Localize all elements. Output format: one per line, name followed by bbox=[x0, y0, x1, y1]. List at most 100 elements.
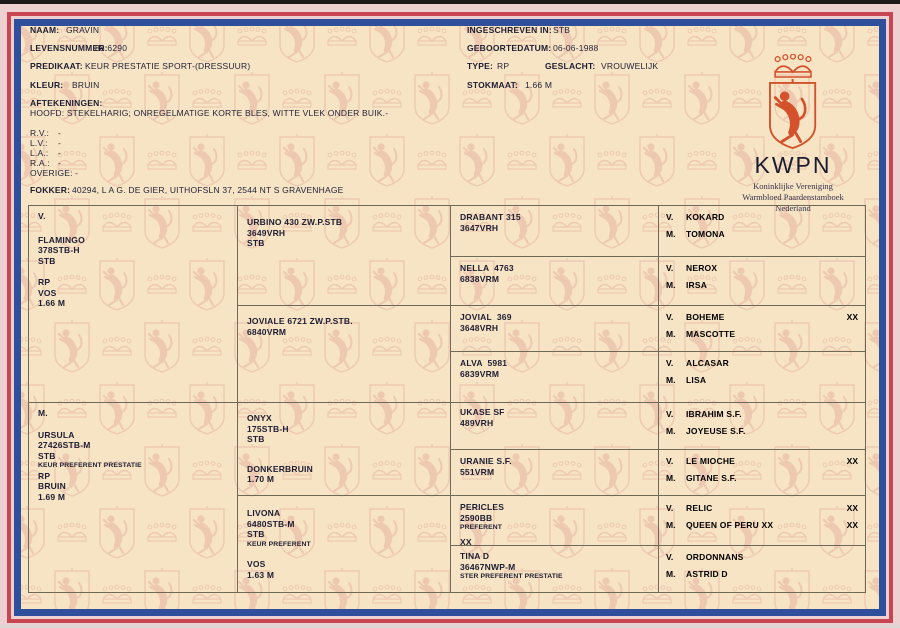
grandparent-cell: URBINO 430 ZW.P.STB 3649VRH STB bbox=[247, 217, 442, 249]
ggg-m-prefix: M. bbox=[666, 229, 676, 239]
sire-type: RP bbox=[38, 277, 51, 287]
ggg-v-prefix: V. bbox=[666, 358, 674, 368]
dam-predicate: KEUR PREFERENT PRESTATIE bbox=[38, 462, 142, 469]
gg-name: DRABANT 315 bbox=[460, 212, 521, 222]
ingeschreven-value: STB bbox=[553, 25, 571, 35]
geslacht-value: VROUWELIJK bbox=[601, 61, 659, 71]
great-grandparent-cell: TINA D 36467NWP-M STER PREFERENT PRESTAT… bbox=[460, 551, 645, 582]
grandparent-cell: ONYX 175STB-H STB DONKERBRUIN 1.70 M bbox=[247, 413, 442, 485]
gg-reg: 489VRH bbox=[460, 417, 494, 428]
table-line bbox=[450, 256, 866, 257]
ggg-dam-row: M. ASTRID D bbox=[666, 569, 858, 579]
geslacht-label: GESLACHT: bbox=[545, 61, 596, 71]
type-label: TYPE: bbox=[467, 61, 494, 71]
ggg-m-xx: XX bbox=[846, 520, 858, 530]
predikaat-value: KEUR PRESTATIE SPORT-(DRESSUUR) bbox=[85, 61, 251, 71]
gg-name: TINA D bbox=[460, 551, 490, 561]
ggg-sire-row: V. RELIC XX bbox=[666, 503, 858, 513]
geboortedatum-value: 06-06-1988 bbox=[553, 43, 599, 53]
table-line bbox=[237, 205, 238, 593]
frame-blue bbox=[14, 19, 886, 616]
ggg-m-name: JOYEUSE S.F. bbox=[686, 426, 746, 436]
table-line bbox=[658, 205, 659, 593]
ggg-dam-row: M. LISA bbox=[666, 375, 858, 385]
grandparent-name: URBINO 430 ZW.P.STB bbox=[247, 217, 343, 227]
ggg-v-name: LE MIOCHE bbox=[686, 456, 736, 466]
ggg-v-prefix: V. bbox=[666, 312, 674, 322]
ggg-m-prefix: M. bbox=[666, 426, 676, 436]
aftekeningen-value: HOOFD: STEKELHARIG; ONREGELMATIGE KORTE … bbox=[30, 108, 389, 118]
gg-name: NELLA 4763 bbox=[460, 263, 514, 273]
ggg-m-prefix: M. bbox=[666, 375, 676, 385]
ggg-v-prefix: V. bbox=[666, 503, 674, 513]
kleur-value: BRUIN bbox=[72, 80, 100, 90]
gg-name: ALVA 5981 bbox=[460, 358, 508, 368]
kwpn-org-line3: Nederland bbox=[775, 203, 811, 213]
grandparent-name: LIVONA bbox=[247, 508, 281, 518]
dam-cell: M. URSULA 27426STB-M STB KEUR PREFERENT … bbox=[38, 408, 228, 502]
table-line bbox=[237, 305, 866, 306]
ggg-m-prefix: M. bbox=[666, 329, 676, 339]
ggg-v-prefix: V. bbox=[666, 456, 674, 466]
ggg-sire-row: V. ORDONNANS bbox=[666, 552, 858, 562]
ggg-m-prefix: M. bbox=[666, 280, 676, 290]
grandparent-reg: 3649VRH bbox=[247, 227, 286, 238]
grandparent-book: STB bbox=[247, 529, 265, 539]
grandparent-color: VOS bbox=[247, 559, 266, 569]
grandparent-name: ONYX bbox=[247, 413, 272, 423]
mark-rv-value: - bbox=[58, 128, 62, 138]
great-grandparent-cell: NELLA 4763 6838VRM bbox=[460, 263, 645, 284]
grandparent-book: STB bbox=[247, 238, 265, 248]
mark-la-label: L.A.: bbox=[30, 148, 49, 158]
great-grandparent-cell: URANIE S.F. 551VRM bbox=[460, 456, 645, 477]
ggg-v-xx: XX bbox=[846, 312, 858, 322]
naam-value: GRAVIN bbox=[66, 25, 100, 35]
table-line bbox=[28, 402, 866, 403]
ggg-v-xx: XX bbox=[846, 503, 858, 513]
ggg-m-name: TOMONA bbox=[686, 229, 725, 239]
ggg-dam-row: M. QUEEN OF PERU XX XX bbox=[666, 520, 858, 530]
kwpn-org-line2: Warmbloed Paardenstamboek bbox=[742, 192, 844, 202]
kwpn-acronym: KWPN bbox=[754, 152, 832, 178]
dam-type: RP bbox=[38, 470, 51, 481]
mark-lv-value: - bbox=[58, 138, 62, 148]
ggg-dam-row: M. IRSA bbox=[666, 280, 858, 290]
ggg-m-name: QUEEN OF PERU XX bbox=[686, 520, 774, 530]
dam-book: STB bbox=[38, 450, 56, 461]
gg-predicate: PREFERENT bbox=[460, 524, 503, 531]
table-line bbox=[450, 205, 451, 593]
great-grandparent-cell: DRABANT 315 3647VRH bbox=[460, 212, 645, 233]
ggg-m-prefix: M. bbox=[666, 473, 676, 483]
grandparent-predicate: KEUR PREFERENT bbox=[247, 540, 311, 548]
gg-reg: 6839VRM bbox=[460, 368, 500, 379]
dam-color: BRUIN bbox=[38, 481, 66, 491]
fokker-value: 40294, L A G. DE GIER, UITHOFSLN 37, 254… bbox=[72, 185, 344, 195]
sire-height: 1.66 M bbox=[38, 298, 66, 308]
ggg-v-prefix: V. bbox=[666, 212, 674, 222]
mark-overige-value: - bbox=[75, 168, 79, 178]
ggg-v-name: RELIC bbox=[686, 503, 713, 513]
table-line bbox=[450, 545, 866, 546]
ggg-sire-row: V. KOKARD bbox=[666, 212, 858, 222]
grandparent-height: 1.63 M bbox=[247, 569, 275, 580]
ggg-dam-row: M. GITANE S.F. bbox=[666, 473, 858, 483]
ggg-m-prefix: M. bbox=[666, 520, 676, 530]
mark-overige-label: OVERIGE: bbox=[30, 168, 73, 178]
mark-ra-value: - bbox=[58, 158, 62, 168]
sire-cell: V. FLAMINGO 378STB-H STB RP VOS 1.66 M bbox=[38, 211, 228, 309]
gg-reg: 551VRM bbox=[460, 466, 495, 477]
fokker-label: FOKKER: bbox=[30, 185, 71, 195]
table-line bbox=[450, 449, 866, 450]
grandparent-height: 1.70 M bbox=[247, 474, 275, 484]
great-grandparent-cell: JOVIAL 369 3648VRH bbox=[460, 312, 645, 333]
kwpn-logo: KWPN Koninklijke Vereniging Warmbloed Pa… bbox=[718, 54, 868, 214]
mark-rv-label: R.V.: bbox=[30, 128, 50, 138]
ggg-m-name: IRSA bbox=[686, 280, 708, 290]
ggg-v-name: KOKARD bbox=[686, 212, 725, 222]
ggg-v-prefix: V. bbox=[666, 552, 674, 562]
ggg-m-name: LISA bbox=[686, 375, 707, 385]
type-value: RP bbox=[497, 61, 510, 71]
gg-reg: 3648VRH bbox=[460, 322, 499, 333]
pedigree-table-border bbox=[28, 205, 866, 593]
dam-height: 1.69 M bbox=[38, 491, 66, 502]
